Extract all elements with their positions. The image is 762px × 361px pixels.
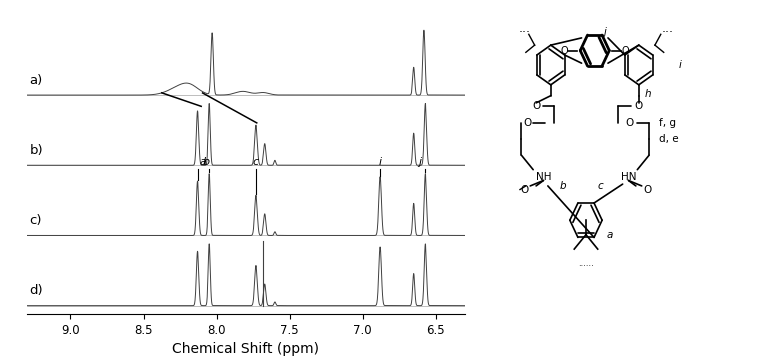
Text: NH: NH	[536, 172, 551, 182]
Text: ...: ...	[662, 22, 674, 35]
Text: O: O	[635, 101, 643, 112]
Text: c: c	[253, 157, 259, 168]
Text: i: i	[678, 60, 681, 70]
Text: c): c)	[30, 214, 42, 227]
Text: O: O	[523, 118, 531, 128]
Text: O: O	[626, 118, 634, 128]
Text: d): d)	[30, 284, 43, 297]
Text: d, e: d, e	[659, 134, 679, 144]
Text: O: O	[643, 184, 652, 195]
Text: i: i	[379, 157, 382, 168]
Text: h: h	[645, 89, 652, 99]
Text: O: O	[532, 101, 540, 112]
Text: j: j	[418, 157, 421, 168]
Text: a): a)	[30, 74, 43, 87]
Text: b: b	[559, 181, 566, 191]
Text: ...: ...	[518, 22, 530, 35]
Text: HN: HN	[621, 172, 636, 182]
Text: b): b)	[30, 144, 43, 157]
X-axis label: Chemical Shift (ppm): Chemical Shift (ppm)	[172, 342, 319, 356]
Text: f, g: f, g	[659, 118, 677, 128]
Text: a: a	[200, 157, 207, 168]
Text: O: O	[520, 184, 529, 195]
Text: b: b	[203, 157, 210, 168]
Text: O: O	[622, 45, 629, 56]
Text: a: a	[607, 230, 613, 240]
Text: j: j	[604, 27, 607, 38]
Text: O: O	[560, 45, 568, 56]
Text: ......: ......	[578, 259, 594, 268]
Text: c: c	[597, 181, 604, 191]
